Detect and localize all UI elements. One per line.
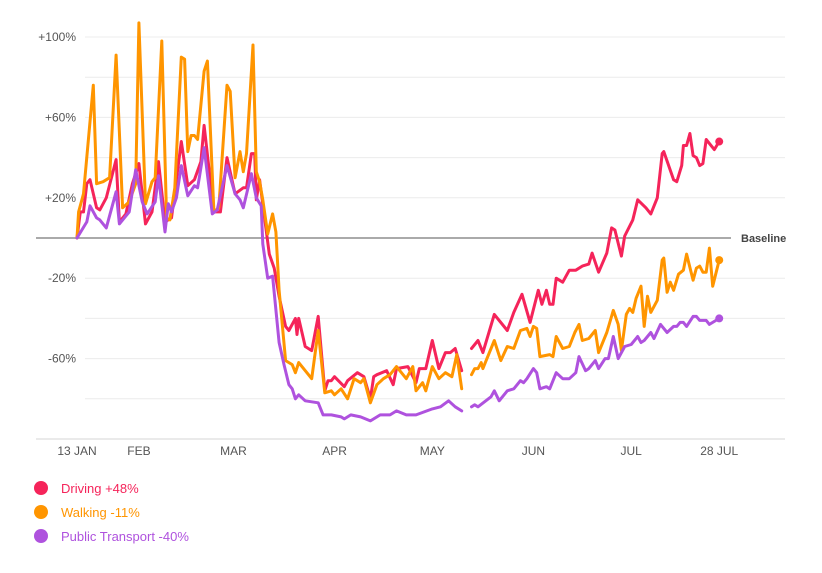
legend-item-walking[interactable]: Walking -11% — [34, 500, 189, 524]
public-transport-end-point — [715, 314, 724, 323]
baseline-label: Baseline — [741, 233, 786, 245]
x-tick-label: MAY — [420, 444, 445, 458]
driving-line — [75, 123, 721, 401]
y-tick-label: +20% — [45, 191, 76, 205]
y-axis-ticks: +100% +60% +20% -20% -60% — [38, 30, 76, 366]
y-tick-label: +60% — [45, 110, 76, 124]
public-transport-dot-icon — [34, 529, 48, 543]
walking-dot-icon — [34, 505, 48, 519]
y-tick-label: -20% — [48, 271, 76, 285]
x-tick-label: MAR — [220, 444, 247, 458]
y-tick-label: +100% — [38, 30, 76, 44]
x-tick-label: APR — [322, 444, 347, 458]
legend-label-driving: Driving +48% — [61, 480, 139, 496]
legend-label-public-transport: Public Transport -40% — [61, 528, 189, 544]
x-tick-label: JUL — [621, 444, 643, 458]
x-axis-ticks: 13 JAN FEB MAR APR MAY JUN JUL 28 JUL — [57, 444, 738, 458]
series-lines — [75, 21, 724, 423]
x-tick-label: 28 JUL — [700, 444, 738, 458]
x-tick-label: FEB — [127, 444, 150, 458]
legend-label-walking: Walking -11% — [61, 504, 140, 520]
driving-end-point — [715, 137, 724, 146]
walking-line — [75, 21, 721, 405]
walking-end-point — [715, 256, 724, 265]
legend-item-driving[interactable]: Driving +48% — [34, 476, 189, 500]
public-transport-line — [75, 146, 721, 423]
legend-item-public-transport[interactable]: Public Transport -40% — [34, 524, 189, 548]
x-tick-label: 13 JAN — [57, 444, 96, 458]
y-tick-label: -60% — [48, 352, 76, 366]
x-tick-label: JUN — [522, 444, 545, 458]
legend: Driving +48% Walking -11% Public Transpo… — [34, 476, 189, 548]
driving-dot-icon — [34, 481, 48, 495]
